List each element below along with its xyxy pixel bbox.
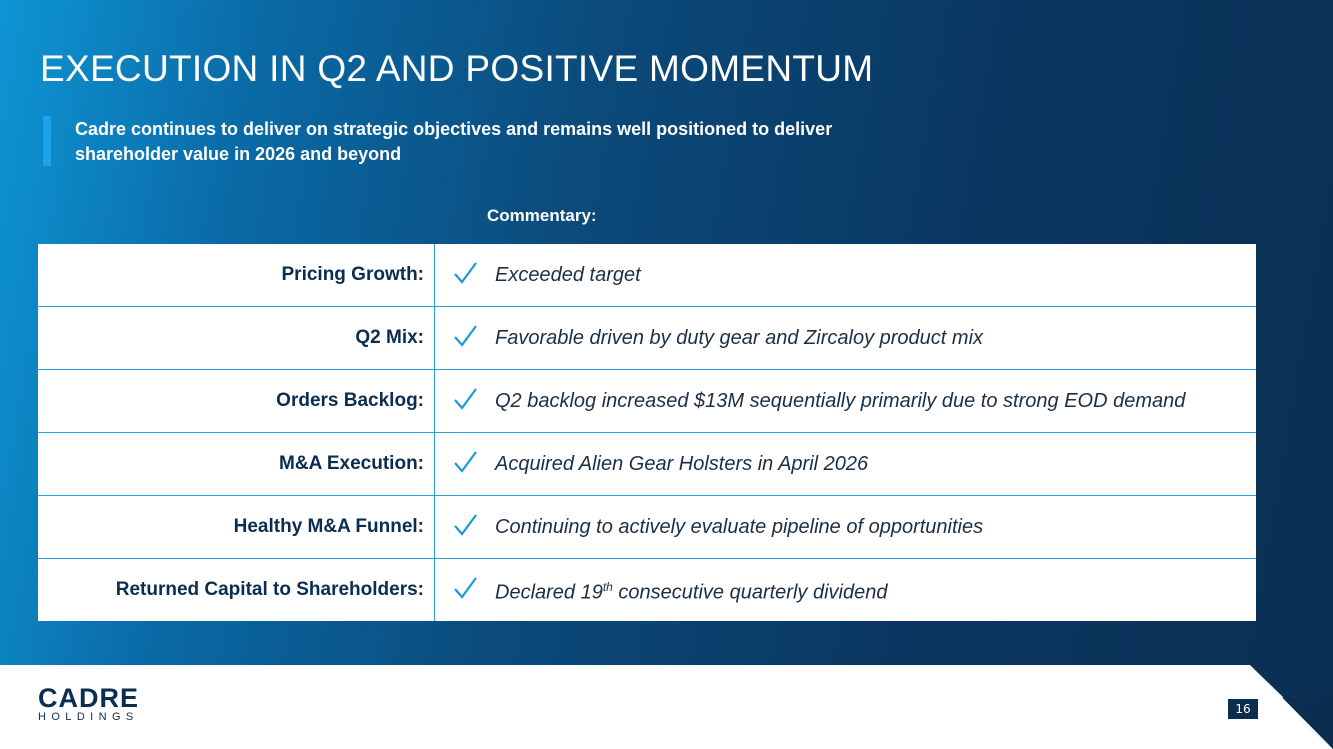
table-row: M&A Execution: Acquired Alien Gear Holste… (38, 432, 1256, 496)
check-icon (454, 451, 477, 473)
row-label: Healthy M&A Funnel: (38, 495, 435, 559)
text-part: consecutive quarterly dividend (612, 581, 888, 604)
logo: CADRE (38, 683, 140, 713)
row-commentary: Exceeded target (495, 244, 1256, 307)
row-commentary: Q2 backlog increased $13M sequentially p… (495, 369, 1256, 433)
row-label: Q2 Mix: (38, 306, 435, 370)
table-row: Orders Backlog: Q2 backlog increased $13M… (38, 369, 1256, 433)
column-header: Commentary: (487, 206, 597, 225)
check-cell (434, 369, 495, 433)
row-commentary: Continuing to actively evaluate pipeline… (495, 495, 1256, 559)
subtitle: Cadre continues to deliver on strategic … (75, 119, 833, 164)
table-row: Pricing Growth: Exceeded target (38, 244, 1256, 307)
check-icon (454, 388, 477, 410)
row-commentary: Acquired Alien Gear Holsters in April 20… (495, 432, 1256, 496)
row-label: Pricing Growth: (38, 244, 435, 307)
check-icon (454, 577, 477, 599)
table: Pricing Growth: Exceeded target Q2 Mix: Fav… (38, 244, 1256, 621)
row-label: Returned Capital to Shareholders: (38, 558, 435, 621)
logo-sub: HOLDINGS (38, 711, 139, 723)
page-number: 16 (1228, 699, 1258, 719)
row-label: Orders Backlog: (38, 369, 435, 433)
footer-bg (0, 665, 1333, 749)
check-cell (434, 306, 495, 370)
table-row: Returned Capital to Shareholders: Declare… (38, 558, 1256, 622)
superscript: th (602, 580, 613, 595)
corner-accent (1283, 697, 1333, 749)
check-icon (454, 514, 477, 536)
text-part: Declared 19 (495, 581, 603, 604)
row-commentary: Favorable driven by duty gear and Zircal… (495, 306, 1256, 370)
table-row: Healthy M&A Funnel: Continuing to activel… (38, 495, 1256, 559)
check-cell (434, 495, 495, 559)
table-row: Q2 Mix: Favorable driven by duty gear and… (38, 306, 1256, 370)
title: EXECUTION IN Q2 AND POSITIVE MOMENTUM (40, 48, 874, 89)
check-cell (434, 244, 495, 307)
row-commentary: Declared 19th consecutive quarterly divi… (495, 559, 1256, 622)
check-cell (434, 432, 495, 496)
check-cell (435, 559, 496, 622)
check-icon (454, 325, 477, 347)
corner-white (1250, 665, 1333, 749)
accent-bar (43, 116, 51, 166)
check-icon (454, 262, 477, 284)
row-label: M&A Execution: (38, 432, 435, 496)
